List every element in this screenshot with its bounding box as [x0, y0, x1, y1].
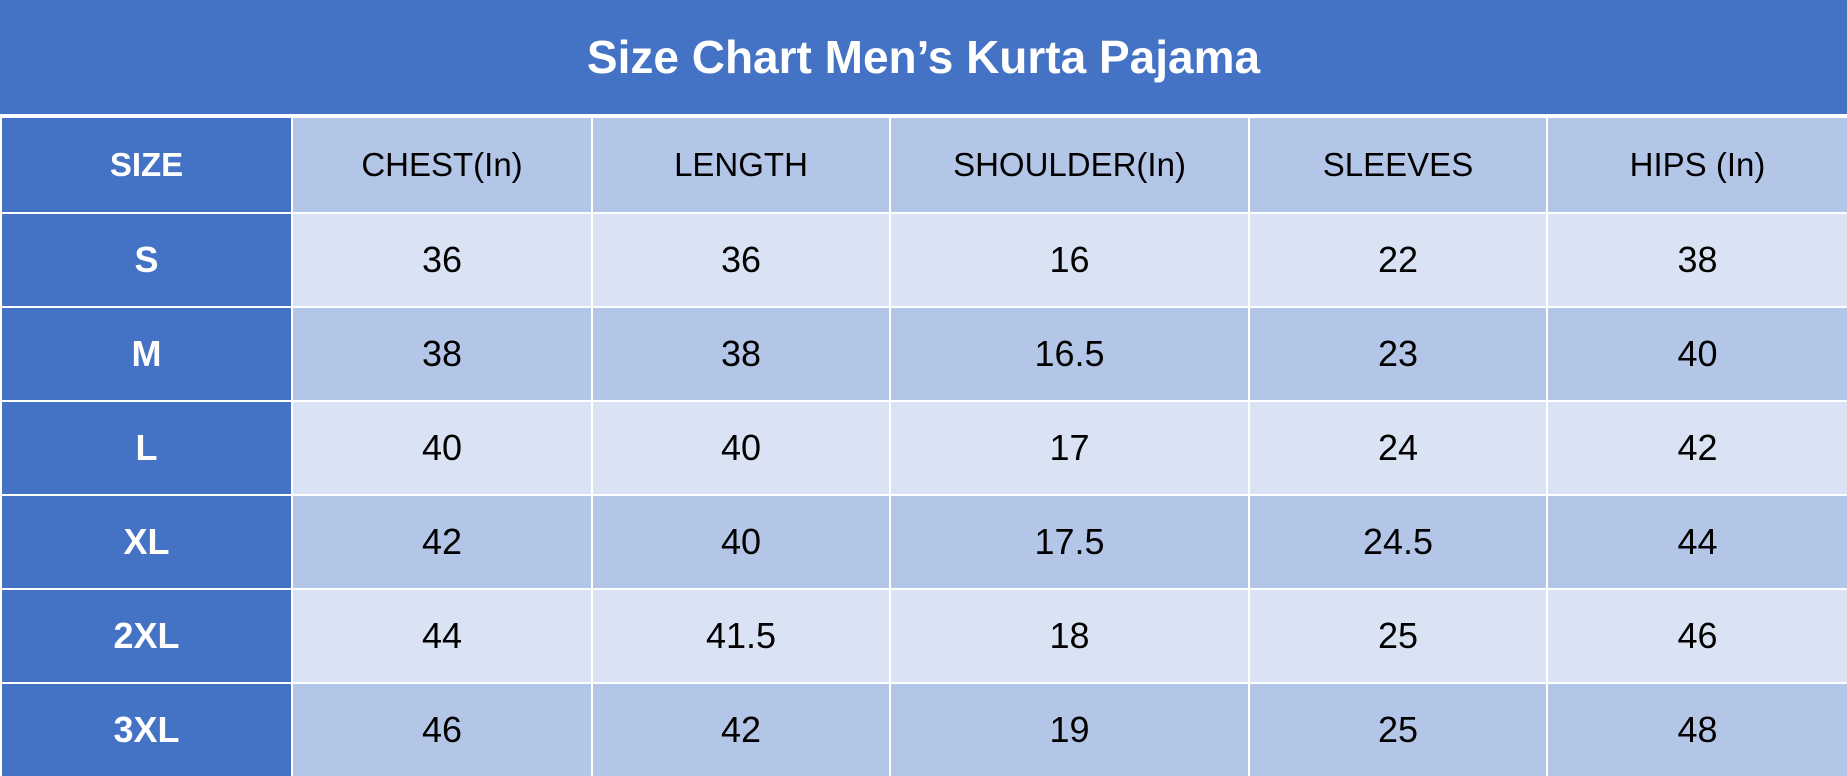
- table-row: L 40 40 17 24 42: [0, 400, 1847, 496]
- size-cell: 2XL: [0, 588, 293, 684]
- header-cell: SLEEVES: [1248, 116, 1548, 214]
- measure-cell: 24: [1248, 400, 1548, 496]
- measure-cell: 38: [291, 306, 593, 402]
- measure-cell: 42: [591, 682, 891, 776]
- measure-cell: 40: [591, 494, 891, 590]
- size-table: SIZE CHEST(In) LENGTH SHOULDER(In) SLEEVES HI…: [0, 116, 1847, 776]
- measure-cell: 41.5: [591, 588, 891, 684]
- measure-cell: 36: [291, 212, 593, 308]
- table-row: 3XL 46 42 19 25 48: [0, 682, 1847, 776]
- size-cell: M: [0, 306, 293, 402]
- measure-cell: 16.5: [889, 306, 1250, 402]
- header-cell: HIPS (In): [1546, 116, 1847, 214]
- measure-cell: 36: [591, 212, 891, 308]
- measure-cell: 23: [1248, 306, 1548, 402]
- measure-cell: 48: [1546, 682, 1847, 776]
- measure-cell: 40: [291, 400, 593, 496]
- measure-cell: 38: [1546, 212, 1847, 308]
- table-row: M 38 38 16.5 23 40: [0, 306, 1847, 402]
- measure-cell: 46: [291, 682, 593, 776]
- table-row: XL 42 40 17.5 24.5 44: [0, 494, 1847, 590]
- measure-cell: 19: [889, 682, 1250, 776]
- header-cell: CHEST(In): [291, 116, 593, 214]
- measure-cell: 22: [1248, 212, 1548, 308]
- header-cell: SHOULDER(In): [889, 116, 1250, 214]
- size-cell: S: [0, 212, 293, 308]
- measure-cell: 44: [291, 588, 593, 684]
- header-row: SIZE CHEST(In) LENGTH SHOULDER(In) SLEEVES HI…: [0, 116, 1847, 214]
- measure-cell: 25: [1248, 682, 1548, 776]
- measure-cell: 24.5: [1248, 494, 1548, 590]
- measure-cell: 42: [291, 494, 593, 590]
- table-row: S 36 36 16 22 38: [0, 212, 1847, 308]
- header-cell: LENGTH: [591, 116, 891, 214]
- measure-cell: 40: [1546, 306, 1847, 402]
- measure-cell: 16: [889, 212, 1250, 308]
- measure-cell: 44: [1546, 494, 1847, 590]
- size-cell: 3XL: [0, 682, 293, 776]
- measure-cell: 42: [1546, 400, 1847, 496]
- measure-cell: 17.5: [889, 494, 1250, 590]
- table-row: 2XL 44 41.5 18 25 46: [0, 588, 1847, 684]
- size-cell: L: [0, 400, 293, 496]
- measure-cell: 40: [591, 400, 891, 496]
- measure-cell: 38: [591, 306, 891, 402]
- title: Size Chart Men’s Kurta Pajama: [0, 0, 1847, 116]
- measure-cell: 17: [889, 400, 1250, 496]
- size-cell: XL: [0, 494, 293, 590]
- header-cell: SIZE: [0, 116, 293, 214]
- measure-cell: 46: [1546, 588, 1847, 684]
- measure-cell: 18: [889, 588, 1250, 684]
- measure-cell: 25: [1248, 588, 1548, 684]
